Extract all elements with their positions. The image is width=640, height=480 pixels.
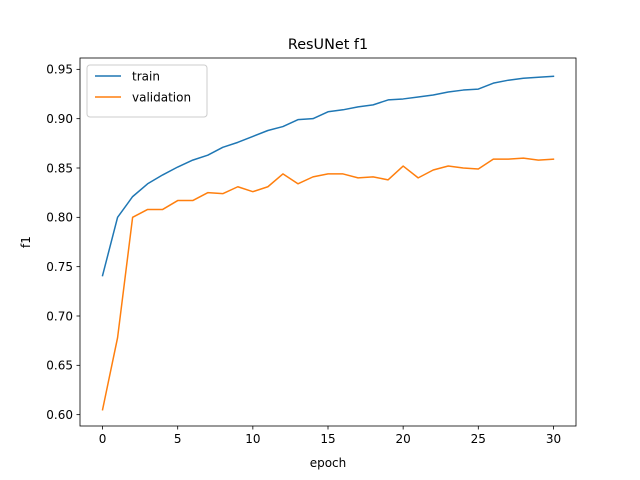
y-tick-label: 0.95 — [46, 63, 73, 77]
legend-box — [86, 64, 208, 118]
legend-label-train: train — [132, 69, 160, 83]
x-tick-label: 25 — [471, 432, 486, 446]
x-tick-label: 15 — [320, 432, 335, 446]
x-axis-label: epoch — [310, 456, 347, 470]
y-tick-label: 0.60 — [46, 408, 73, 422]
x-tick-label: 0 — [99, 432, 107, 446]
x-tick-label: 20 — [396, 432, 411, 446]
y-tick-label: 0.65 — [46, 359, 73, 373]
plot-area: 0 5 10 15 20 25 30 0.60 0.65 0.70 0.75 0.80 0.85 0.90… — [46, 57, 577, 446]
chart-title: ResUNet f1 — [288, 37, 368, 53]
y-tick-label: 0.85 — [46, 161, 73, 175]
y-tick-label: 0.75 — [46, 260, 73, 274]
x-tick-label: 10 — [245, 432, 260, 446]
x-tick-label: 30 — [546, 432, 561, 446]
x-tick-label: 5 — [174, 432, 182, 446]
y-tick-label: 0.90 — [46, 112, 73, 126]
series-line-validation — [101, 157, 555, 411]
y-axis-label: f1 — [19, 236, 33, 248]
y-tick-label: 0.70 — [46, 309, 73, 323]
series-line-train — [101, 75, 555, 277]
y-tick-label: 0.80 — [46, 211, 73, 225]
legend-label-validation: validation — [132, 90, 191, 104]
